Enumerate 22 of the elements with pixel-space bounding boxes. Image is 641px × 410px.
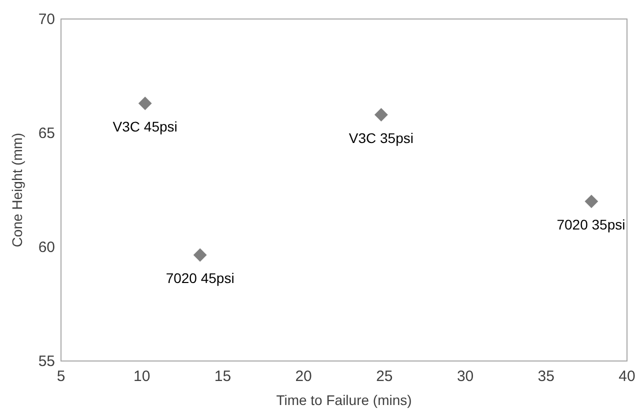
annotation: V3C 45psi — [112, 118, 178, 134]
x-tick-label: 35 — [538, 368, 554, 385]
y-tick-label: 55 — [38, 353, 55, 370]
x-tick-label: 30 — [456, 368, 474, 385]
x-tick-label: 10 — [134, 368, 150, 385]
y-tick-label: 65 — [38, 125, 55, 142]
x-tick-label: 40 — [618, 368, 636, 385]
point — [374, 108, 388, 122]
x-tick-label: 25 — [376, 368, 393, 385]
x-tick-label: 15 — [214, 368, 232, 385]
x-tick-label: 20 — [295, 368, 312, 385]
annotation: V3C 35psi — [348, 130, 414, 146]
x-axis-title: Time to Failure (mins) — [276, 392, 412, 408]
x-tick-label: 5 — [56, 368, 66, 385]
y-tick-label: 70 — [38, 11, 55, 28]
annotation: 7020 35psi — [556, 216, 626, 232]
point — [138, 96, 152, 110]
y-tick-label: 60 — [38, 239, 55, 256]
point — [193, 248, 207, 262]
y-axis-title: Cone Height (mm) — [9, 132, 25, 248]
annotation: 7020 45psi — [166, 270, 234, 286]
point — [584, 194, 598, 208]
